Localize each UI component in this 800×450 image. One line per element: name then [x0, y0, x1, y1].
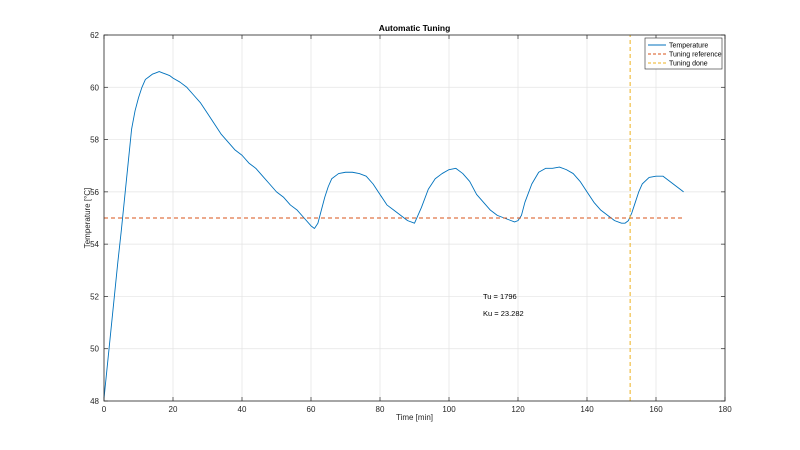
x-tick-label: 180	[718, 405, 732, 414]
annotation-ku: Ku = 23.282	[483, 309, 524, 318]
y-tick-label: 62	[90, 31, 99, 40]
y-tick-label: 48	[90, 397, 99, 406]
x-axis-label: Time [min]	[396, 413, 433, 422]
x-tick-label: 160	[649, 405, 663, 414]
annotation-tu: Tu = 1796	[483, 292, 517, 301]
legend: Temperature Tuning reference Tuning done	[644, 37, 723, 70]
legend-label-tuning-done: Tuning done	[669, 61, 708, 68]
x-tick-labels: 0 20 40 60 80 100 120 140 160 180	[102, 405, 732, 414]
legend-box	[644, 37, 723, 70]
legend-label-tuning-reference: Tuning reference	[669, 52, 722, 59]
y-tick-label: 52	[90, 292, 99, 301]
x-tick-label: 120	[511, 405, 525, 414]
y-tick-labels: 48 50 52 54 56 58 60 62	[90, 31, 99, 406]
x-tick-label: 60	[307, 405, 316, 414]
x-tick-label: 40	[238, 405, 247, 414]
legend-label-temperature: Temperature	[669, 43, 708, 50]
y-axis-label: Temperature [°C]	[83, 188, 92, 249]
x-tick-label: 100	[442, 405, 456, 414]
y-tick-label: 54	[90, 240, 99, 249]
x-tick-label: 80	[376, 405, 385, 414]
x-tick-label: 0	[102, 405, 107, 414]
series-layer	[103, 35, 684, 401]
ticks	[103, 34, 726, 402]
x-tick-label: 140	[580, 405, 594, 414]
y-tick-label: 58	[90, 136, 99, 145]
chart-title: Automatic Tuning	[379, 23, 451, 33]
plot-border	[103, 34, 726, 402]
series-line-temperature	[103, 71, 684, 399]
x-tick-label: 20	[169, 405, 178, 414]
y-tick-label: 56	[90, 188, 99, 197]
y-tick-label: 60	[90, 83, 99, 92]
y-tick-label: 50	[90, 345, 99, 354]
